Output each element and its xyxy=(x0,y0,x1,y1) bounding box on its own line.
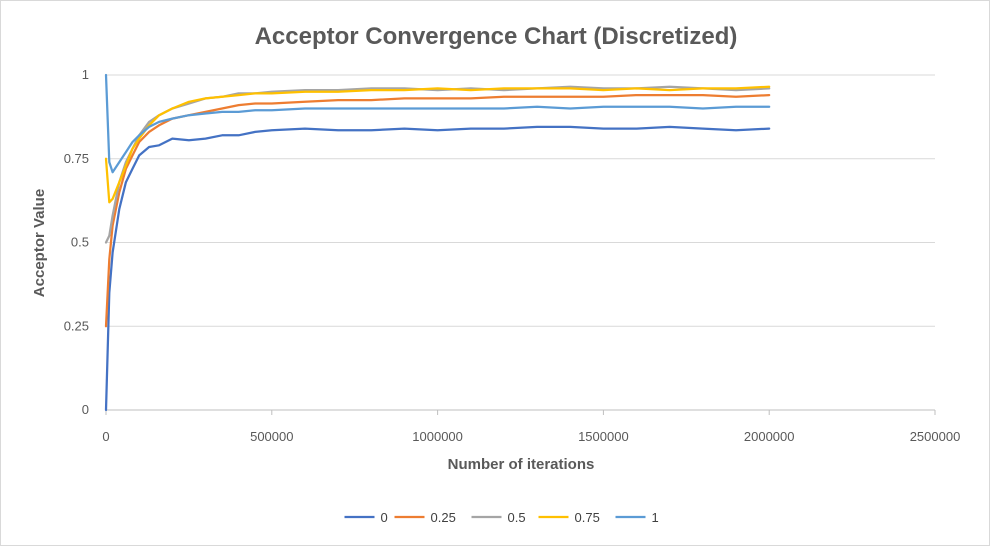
chart-title: Acceptor Convergence Chart (Discretized) xyxy=(255,23,738,50)
y-tick-label: 1 xyxy=(82,67,89,82)
x-tick-label: 500000 xyxy=(250,429,293,444)
legend-label: 0 xyxy=(381,510,388,525)
x-axis-title: Number of iterations xyxy=(448,456,595,473)
y-tick-label: 0.75 xyxy=(64,151,89,166)
legend-item-4: 1 xyxy=(615,510,659,525)
legend-label: 0.75 xyxy=(575,510,600,525)
x-tick-label: 2500000 xyxy=(910,429,961,444)
y-tick-label: 0.5 xyxy=(71,235,89,250)
y-axis-title: Acceptor Value xyxy=(31,189,48,297)
x-tick-label: 1000000 xyxy=(412,429,463,444)
series-line-1 xyxy=(104,93,771,328)
series-line-4 xyxy=(104,73,771,174)
y-tick-label: 0.25 xyxy=(64,318,89,333)
series-line-2 xyxy=(104,85,771,244)
series-line-0 xyxy=(104,125,771,412)
y-tick-label: 0 xyxy=(82,402,89,417)
gridlines xyxy=(106,74,935,327)
legend: 0 0.25 0.5 0.75 1 xyxy=(344,510,659,525)
x-tick-label: 2000000 xyxy=(744,429,795,444)
x-tick-label: 1500000 xyxy=(578,429,629,444)
x-tick-label: 0 xyxy=(102,429,109,444)
legend-item-3: 0.75 xyxy=(538,510,600,525)
legend-label: 1 xyxy=(652,510,659,525)
legend-item-1: 0.25 xyxy=(394,510,456,525)
legend-label: 0.5 xyxy=(508,510,526,525)
series-lines xyxy=(104,73,771,412)
series-line-3 xyxy=(104,85,771,204)
axes: 0 0.25 0.5 0.75 1 0 500000 1000000 1500000 200000… xyxy=(64,67,961,444)
legend-item-0: 0 xyxy=(344,510,388,525)
legend-label: 0.25 xyxy=(431,510,456,525)
legend-item-2: 0.5 xyxy=(471,510,526,525)
